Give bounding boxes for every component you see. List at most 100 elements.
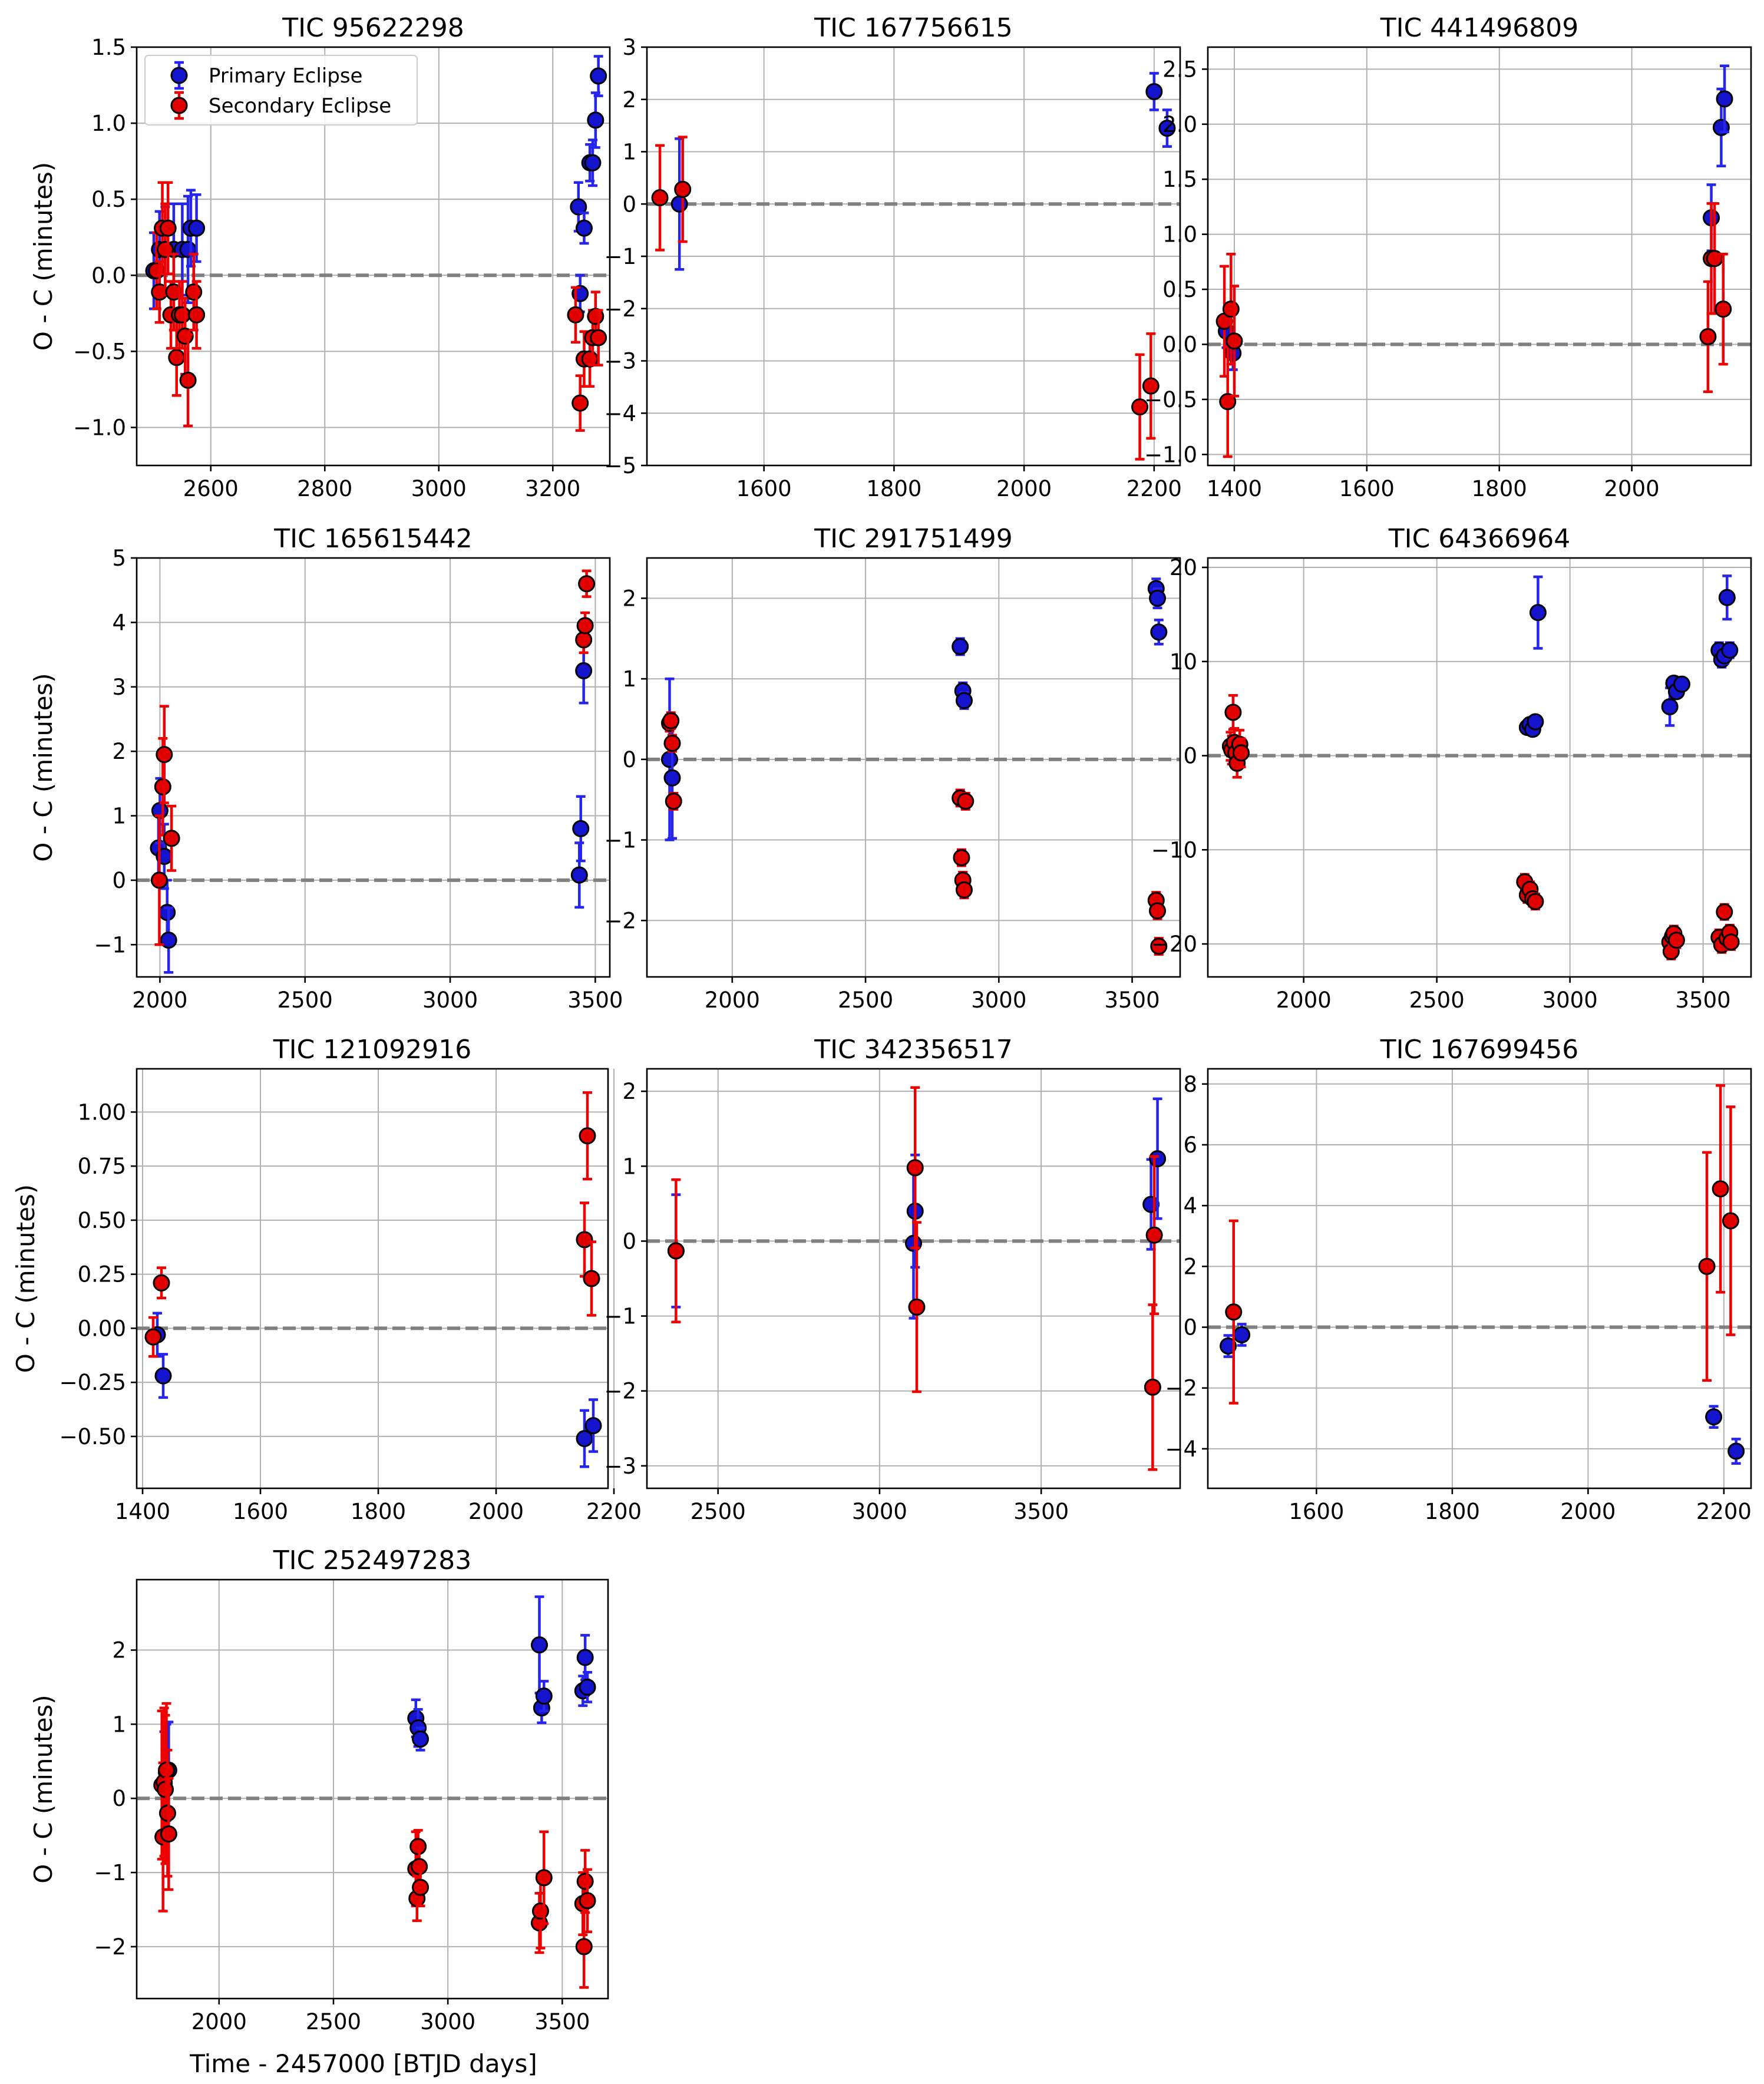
data-point-primary [572, 820, 590, 837]
x-tick-label: 2000 [1604, 476, 1660, 501]
y-tick-label: 4 [112, 610, 126, 635]
x-tick-label: 1400 [1207, 476, 1262, 501]
x-tick-label: 2000 [132, 987, 187, 1013]
series-secondary [144, 1091, 600, 1358]
y-tick-label: 2 [1183, 1254, 1197, 1279]
x-tick-label: 2000 [1560, 1499, 1616, 1524]
x-tick-label: 1800 [1425, 1499, 1480, 1524]
data-point-primary [1150, 623, 1168, 641]
axes-frame [1207, 46, 1752, 467]
series-primary [148, 1312, 602, 1468]
y-tick-label: 1 [112, 1712, 126, 1737]
data-point-primary [1673, 675, 1690, 693]
data-point-primary [154, 1367, 172, 1385]
panel-6: 2000 2500 3000 3500 −20 −10 0 10 20 TIC 64366964 [1151, 524, 1752, 1013]
data-point-primary [1527, 713, 1544, 731]
x-tick-label: 1600 [1339, 476, 1395, 501]
panel-title: TIC 165615442 [273, 524, 473, 554]
series-primary [660, 577, 1168, 841]
legend-marker-secondary [170, 97, 188, 114]
data-point-primary [579, 1678, 596, 1696]
y-tick-label: 20 [1170, 555, 1197, 580]
data-point-secondary [955, 881, 973, 899]
panel-8: 2500 3000 3500 −3 −2 −1 0 1 2 TIC 342356517 [604, 1035, 1181, 1524]
data-point-primary [530, 1636, 548, 1654]
x-tick-label: 3000 [411, 476, 467, 501]
data-point-secondary [1667, 932, 1685, 949]
data-point-secondary [1722, 933, 1740, 951]
x-tick-label: 2500 [1409, 987, 1465, 1013]
y-tick-label: −1 [604, 828, 636, 853]
data-point-primary [1233, 1326, 1251, 1343]
x-tick-label: 3500 [1013, 1499, 1069, 1524]
data-point-secondary [535, 1869, 553, 1887]
x-tick-label: 2000 [996, 476, 1052, 501]
series-secondary [150, 569, 596, 946]
data-point-secondary [173, 306, 191, 323]
y-tick-label: 1.0 [1162, 222, 1197, 247]
y-tick-label: 0.5 [91, 187, 126, 212]
y-tick-label: 8 [1183, 1072, 1197, 1097]
data-point-secondary [579, 1127, 596, 1145]
data-point-secondary [590, 329, 607, 346]
data-point-primary [1529, 604, 1547, 622]
y-tick-label: −10 [1151, 837, 1197, 863]
data-point-secondary [185, 283, 203, 301]
x-tick-label: 1600 [233, 1499, 288, 1524]
axes-frame [136, 1578, 609, 2000]
data-point-secondary [154, 778, 171, 795]
x-tick-label: 3500 [1104, 987, 1160, 1013]
y-tick-label: 6 [1183, 1132, 1197, 1158]
data-point-secondary [179, 371, 197, 389]
x-tick-label: 2600 [183, 476, 239, 501]
data-point-primary [1727, 1442, 1745, 1460]
panel-title: TIC 167756615 [814, 13, 1013, 43]
data-point-secondary [663, 734, 681, 752]
panel-4: 2000 2500 3000 3500 −1 0 1 2 3 4 5 TIC 165615442 O -… [29, 524, 623, 1013]
data-point-primary [1149, 1150, 1167, 1168]
x-tick-label: 3000 [420, 2009, 475, 2035]
series-secondary [1215, 202, 1732, 458]
y-tick-label: −1 [604, 244, 636, 269]
axes-frame [646, 1068, 1181, 1489]
legend-label-primary: Primary Eclipse [209, 64, 362, 88]
y-tick-label: 1.5 [91, 35, 126, 60]
series-primary [670, 72, 1176, 271]
data-point-primary [1716, 90, 1733, 108]
axes-frame [136, 557, 611, 978]
panel-2: 1600 1800 2000 2200 −5 −4 −3 −2 −1 0 1 2 3 TIC 167756… [604, 13, 1181, 501]
series-secondary [667, 1086, 1163, 1471]
data-point-secondary [1142, 377, 1160, 395]
data-point-secondary [1144, 1378, 1161, 1396]
x-tick-label: 2000 [191, 2009, 247, 2035]
data-point-secondary [953, 849, 970, 867]
y-tick-label: 1 [622, 1154, 636, 1179]
y-tick-label: 0 [622, 191, 636, 217]
data-point-secondary [1712, 1180, 1729, 1198]
y-tick-label: −20 [1151, 932, 1197, 957]
data-point-primary [188, 219, 206, 237]
panel-title: TIC 441496809 [1380, 13, 1579, 43]
panel-9: 1600 1800 2000 2200 −4 −2 0 2 4 6 8 TIC 167699456 [1165, 1035, 1752, 1524]
data-point-secondary [156, 746, 173, 764]
data-point-primary [1721, 642, 1739, 659]
x-tick-label: 2500 [278, 987, 333, 1013]
panel-title: TIC 342356517 [814, 1035, 1013, 1065]
data-point-secondary [1222, 300, 1240, 318]
y-tick-label: 2.0 [1162, 112, 1197, 137]
axes-frame [136, 46, 611, 467]
data-point-secondary [1722, 1212, 1739, 1230]
y-tick-label: 0.50 [78, 1208, 126, 1233]
series-primary [1220, 1323, 1745, 1465]
x-tick-label: 2000 [1276, 987, 1332, 1013]
data-point-secondary [153, 1274, 170, 1292]
data-point-primary [1145, 82, 1163, 100]
y-tick-label: 0 [1183, 744, 1197, 769]
data-point-secondary [1225, 332, 1243, 350]
data-point-secondary [144, 1328, 162, 1346]
axes-frame [1207, 557, 1752, 978]
y-tick-label: −4 [604, 401, 636, 426]
data-point-secondary [1145, 1226, 1163, 1244]
series-primary [1217, 64, 1733, 371]
